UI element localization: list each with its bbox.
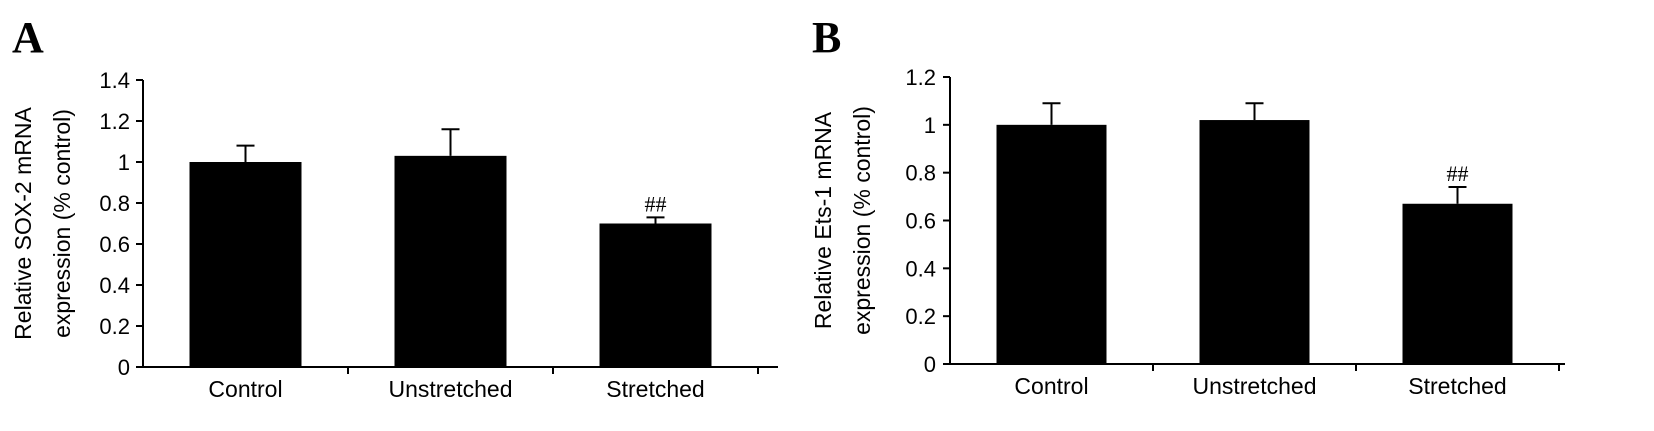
y-axis-label-line-2: expression (% control): [49, 109, 75, 338]
y-tick-label: 0.6: [99, 232, 130, 257]
y-tick-label: 0.4: [99, 273, 130, 298]
panel-a: A Relative SOX-2 mRNA expression (% cont…: [10, 13, 778, 402]
y-axis-label: Relative Ets-1 mRNA expression (% contro…: [810, 106, 875, 335]
x-tick-label: Stretched: [606, 376, 704, 402]
y-tick-label: 0.8: [905, 161, 936, 186]
significance-marker: ##: [1447, 161, 1469, 186]
y-axis-label: Relative SOX-2 mRNA expression (% contro…: [10, 107, 75, 340]
x-tick-label: Unstretched: [388, 376, 512, 402]
bar: [996, 124, 1107, 364]
y-tick-label: 1.2: [905, 65, 936, 90]
y-tick-label: 0.8: [99, 191, 130, 216]
y-tick-label: 0.4: [905, 256, 936, 281]
x-tick-label: Unstretched: [1192, 373, 1316, 399]
y-tick-label: 0.2: [905, 304, 936, 329]
x-tick-label: Control: [1014, 373, 1088, 399]
x-tick-label: Stretched: [1408, 373, 1506, 399]
y-tick-label: 0.2: [99, 314, 130, 339]
bar: [1402, 203, 1513, 364]
plot-area: 0 0.2 0.4 0.6 0.8 1 1.2 1.4 Control Unstretched ##…: [99, 68, 778, 402]
y-tick-label: 0: [118, 355, 130, 380]
y-tick-label: 0: [924, 352, 936, 377]
y-tick-label: 1: [924, 113, 936, 138]
y-axis-label-line-1: Relative SOX-2 mRNA: [10, 107, 36, 340]
y-axis-label-line-1: Relative Ets-1 mRNA: [810, 111, 836, 329]
panel-label: A: [12, 13, 44, 62]
y-axis-label-line-2: expression (% control): [849, 106, 875, 335]
x-tick-label: Control: [208, 376, 282, 402]
y-tick-label: 1.4: [99, 68, 130, 93]
y-tick-label: 1: [118, 150, 130, 175]
y-tick-label: 1.2: [99, 109, 130, 134]
bar: [1199, 120, 1310, 364]
y-tick-label: 0.6: [905, 209, 936, 234]
panel-label: B: [812, 13, 841, 62]
bar: [189, 162, 302, 367]
plot-area: 0 0.2 0.4 0.6 0.8 1 1.2 Control Unstretched ## Str…: [905, 65, 1565, 399]
bar: [394, 155, 507, 367]
panel-b: B Relative Ets-1 mRNA expression (% cont…: [810, 13, 1565, 399]
bar: [599, 223, 712, 367]
significance-marker: ##: [645, 191, 667, 216]
